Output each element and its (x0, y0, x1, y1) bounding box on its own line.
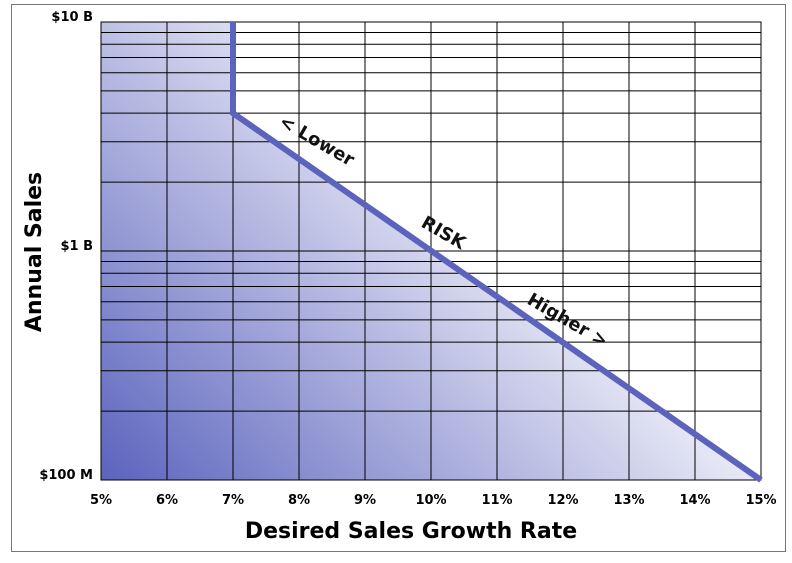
x-tick-label: 14% (679, 493, 710, 508)
x-tick-label: 7% (222, 493, 244, 508)
x-axis-title: Desired Sales Growth Rate (245, 519, 577, 544)
y-tick-label: $100 M (39, 468, 93, 483)
x-tick-label: 9% (354, 493, 376, 508)
x-tick-label: 12% (547, 493, 578, 508)
y-axis-title: Annual Sales (22, 172, 47, 332)
risk-boundary-line (230, 22, 763, 483)
x-tick-label: 10% (415, 493, 446, 508)
plot-border (100, 21, 762, 481)
y-tick-label: $10 B (51, 10, 93, 25)
x-tick-label: 13% (613, 493, 644, 508)
x-tick-label: 15% (745, 493, 776, 508)
x-tick-label: 11% (481, 493, 512, 508)
x-tick-label: 5% (90, 493, 112, 508)
x-tick-label: 8% (288, 493, 310, 508)
y-tick-label: $1 B (60, 239, 93, 254)
x-tick-label: 6% (156, 493, 178, 508)
